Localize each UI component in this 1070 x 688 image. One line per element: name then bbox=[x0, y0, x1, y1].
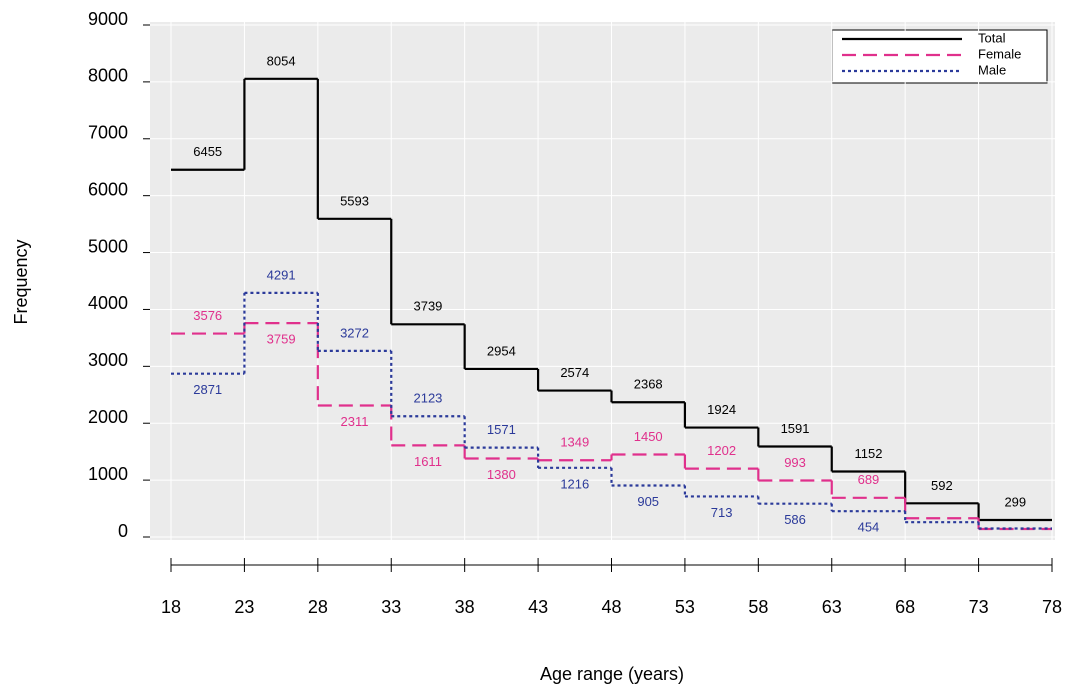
value-label: 1202 bbox=[707, 443, 736, 458]
value-label: 3739 bbox=[413, 299, 442, 314]
x-tick-label: 23 bbox=[234, 597, 254, 617]
x-tick-label: 33 bbox=[381, 597, 401, 617]
x-tick-label: 53 bbox=[675, 597, 695, 617]
y-tick-label: 8000 bbox=[88, 66, 128, 86]
value-label: 299 bbox=[1004, 494, 1026, 509]
y-tick-label: 2000 bbox=[88, 407, 128, 427]
value-label: 8054 bbox=[267, 53, 296, 68]
value-label: 5593 bbox=[340, 193, 369, 208]
value-label: 1152 bbox=[854, 446, 882, 461]
value-label: 6455 bbox=[193, 144, 222, 159]
value-label: 2123 bbox=[413, 391, 442, 406]
x-tick-label: 38 bbox=[455, 597, 475, 617]
value-label: 1591 bbox=[781, 421, 810, 436]
value-label: 1924 bbox=[707, 402, 736, 417]
value-label: 713 bbox=[711, 505, 733, 520]
value-label: 586 bbox=[784, 512, 806, 527]
value-label: 1349 bbox=[560, 435, 589, 450]
value-label: 454 bbox=[858, 520, 880, 535]
legend-label: Total bbox=[978, 30, 1006, 45]
y-axis-title: Frequency bbox=[11, 239, 31, 324]
y-tick-label: 7000 bbox=[88, 123, 128, 143]
value-label: 2311 bbox=[341, 414, 369, 429]
value-label: 1450 bbox=[634, 429, 663, 444]
y-tick-label: 3000 bbox=[88, 350, 128, 370]
value-label: 2954 bbox=[487, 343, 516, 358]
value-label: 2368 bbox=[634, 377, 663, 392]
value-label: 1216 bbox=[560, 476, 589, 491]
x-tick-label: 68 bbox=[895, 597, 915, 617]
x-tick-label: 78 bbox=[1042, 597, 1062, 617]
y-tick-label: 1000 bbox=[88, 464, 128, 484]
value-label: 1571 bbox=[487, 422, 516, 437]
value-label: 2574 bbox=[560, 365, 589, 380]
x-tick-label: 63 bbox=[822, 597, 842, 617]
value-label: 3272 bbox=[340, 325, 369, 340]
value-label: 1380 bbox=[487, 467, 516, 482]
value-label: 689 bbox=[858, 472, 880, 487]
x-axis-title: Age range (years) bbox=[540, 664, 684, 684]
x-tick-label: 18 bbox=[161, 597, 181, 617]
plot-background bbox=[150, 22, 1055, 540]
legend-label: Male bbox=[978, 62, 1006, 77]
value-label: 592 bbox=[931, 478, 953, 493]
legend-label: Female bbox=[978, 46, 1021, 61]
y-tick-label: 4000 bbox=[88, 293, 128, 313]
value-label: 993 bbox=[784, 455, 806, 470]
x-tick-label: 73 bbox=[969, 597, 989, 617]
y-tick-label: 9000 bbox=[88, 9, 128, 29]
x-tick-label: 43 bbox=[528, 597, 548, 617]
value-label: 3759 bbox=[267, 332, 296, 347]
value-label: 905 bbox=[637, 494, 659, 509]
value-label: 3576 bbox=[193, 308, 222, 323]
x-tick-label: 48 bbox=[601, 597, 621, 617]
y-tick-label: 5000 bbox=[88, 236, 128, 256]
x-tick-label: 28 bbox=[308, 597, 328, 617]
value-label: 1611 bbox=[414, 454, 442, 469]
value-label: 4291 bbox=[267, 267, 296, 282]
y-tick-label: 6000 bbox=[88, 179, 128, 199]
y-tick-label: 0 bbox=[118, 521, 128, 541]
value-label: 2871 bbox=[193, 382, 222, 397]
x-tick-label: 58 bbox=[748, 597, 768, 617]
